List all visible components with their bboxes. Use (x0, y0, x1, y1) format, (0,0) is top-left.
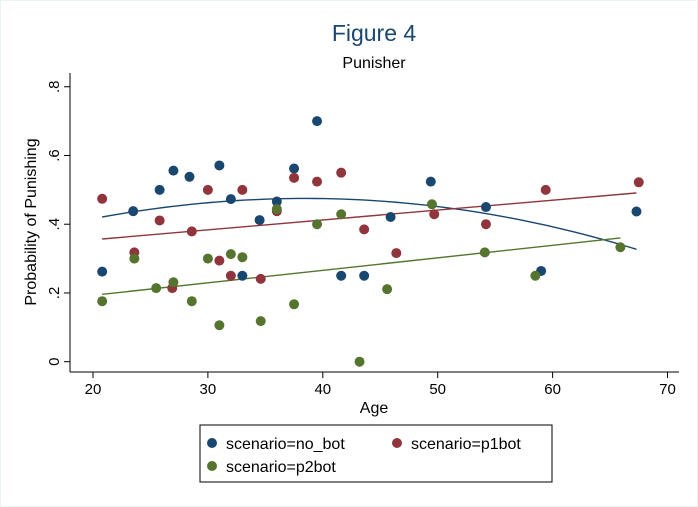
chart-subtitle: Punisher (342, 55, 406, 72)
data-point (151, 283, 162, 294)
data-point (425, 176, 436, 187)
legend-label: scenario=no_bot (226, 436, 345, 453)
data-point (312, 219, 323, 230)
data-point (479, 247, 490, 258)
plot-layer: 20 30 40 50 60 70 0 .2 .4 .6 .8 (46, 73, 679, 398)
y-tick-label: .4 (46, 218, 63, 231)
data-point (289, 163, 300, 174)
data-point (271, 204, 282, 215)
x-tick-label: 60 (544, 381, 561, 398)
fit-line (102, 237, 621, 296)
y-tick-label: 0 (46, 358, 63, 366)
legend-box (199, 424, 553, 483)
data-point (336, 167, 347, 178)
legend-marker (207, 438, 217, 448)
data-point (354, 356, 365, 367)
data-point (359, 270, 370, 281)
y-tick-label: .2 (46, 287, 63, 300)
y-tick-label: .8 (46, 80, 63, 93)
data-point (429, 209, 440, 220)
data-point (385, 212, 396, 223)
plot-area (70, 73, 679, 372)
data-point (530, 270, 541, 281)
data-point (540, 184, 551, 195)
legend-label: scenario=p1bot (411, 436, 521, 453)
data-point (382, 284, 393, 295)
data-point (186, 226, 197, 237)
data-point (615, 242, 626, 253)
data-point (631, 206, 642, 217)
fit-curve (102, 197, 637, 250)
legend-marker (207, 461, 217, 471)
data-point (184, 171, 195, 182)
x-tick-label: 70 (659, 381, 676, 398)
data-point (214, 320, 225, 331)
data-point (336, 270, 347, 281)
data-point (255, 316, 266, 327)
data-point (129, 253, 140, 264)
data-point (237, 184, 248, 195)
data-point (312, 176, 323, 187)
data-point (225, 249, 236, 260)
data-point (128, 206, 139, 217)
legend-marker (392, 438, 402, 448)
data-point (359, 224, 370, 235)
data-point (225, 194, 236, 205)
y-axis-label: Probability of Punishing (23, 138, 40, 305)
y-tick-label: .6 (46, 149, 63, 162)
data-point (237, 270, 248, 281)
data-point (480, 202, 491, 213)
data-point (202, 253, 213, 264)
legend-label: scenario=p2bot (226, 459, 336, 476)
data-point (336, 209, 347, 220)
data-point (97, 296, 108, 307)
data-point (168, 165, 179, 176)
data-point (237, 252, 248, 263)
data-point (255, 273, 266, 284)
legend: scenario=no_bot scenario=p1bot scenario=p2… (207, 436, 521, 476)
data-point (97, 266, 108, 277)
data-point (480, 219, 491, 230)
data-point (202, 184, 213, 195)
data-point (97, 193, 108, 204)
data-point (168, 277, 179, 288)
data-point (254, 215, 265, 226)
x-tick-label: 20 (85, 381, 102, 398)
data-point (426, 199, 437, 210)
data-point (154, 215, 165, 226)
data-point (312, 116, 323, 127)
data-point (391, 248, 402, 259)
data-point (214, 255, 225, 266)
data-point (289, 172, 300, 183)
data-point (271, 196, 282, 207)
x-axis-label: Age (360, 400, 389, 417)
chart-title: Figure 4 (332, 20, 417, 46)
data-point (214, 160, 225, 171)
data-point (633, 177, 644, 188)
x-tick-label: 50 (429, 381, 446, 398)
x-tick-label: 40 (314, 381, 331, 398)
data-point (154, 184, 165, 195)
data-point (225, 270, 236, 281)
x-tick-label: 30 (200, 381, 217, 398)
data-point (289, 299, 300, 310)
data-point (186, 296, 197, 307)
